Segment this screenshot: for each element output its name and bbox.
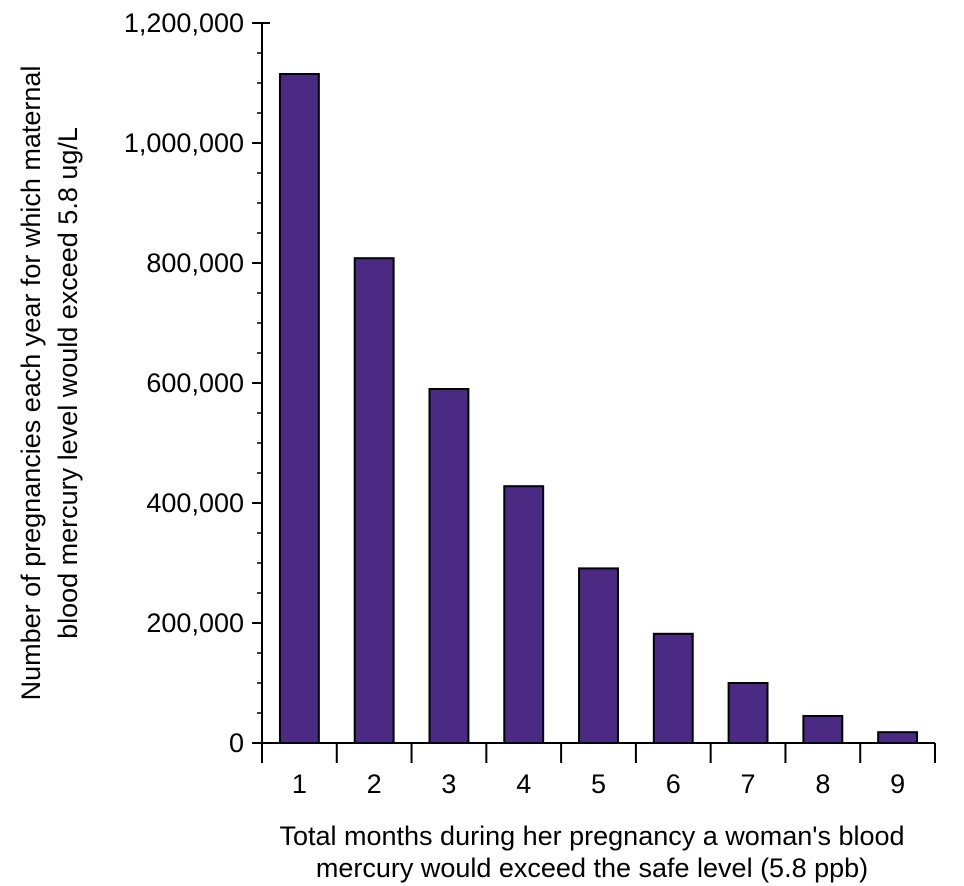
- bar: [503, 485, 545, 744]
- x-tick-label: 6: [666, 769, 681, 799]
- bar: [727, 682, 769, 744]
- bar: [278, 73, 320, 744]
- bars: [278, 73, 919, 745]
- y-tick-label: 1,000,000: [124, 128, 244, 158]
- bar: [428, 388, 470, 744]
- y-tick-label: 400,000: [146, 488, 244, 518]
- y-tick-label: 0: [229, 728, 244, 758]
- y-tick-label: 200,000: [146, 608, 244, 638]
- x-tick-label: 2: [367, 769, 382, 799]
- bar: [578, 567, 619, 745]
- x-axis-ticks: 1 2 3 4 5 6 7 8 9: [261, 743, 936, 799]
- x-tick-label: 9: [890, 769, 905, 799]
- y-axis-title-line-2: blood mercury level would exceed 5.8 ug/…: [53, 127, 83, 639]
- x-tick-label: 7: [741, 769, 756, 799]
- y-tick-label: 600,000: [146, 368, 244, 398]
- bar: [353, 257, 395, 744]
- y-axis-ticks: 0 200,000 400,000 600,000 800,000 1,000,000 1,…: [124, 8, 262, 758]
- x-tick-label: 5: [591, 769, 606, 799]
- y-axis-title-line-1: Number of pregnancies each year for whic…: [16, 66, 46, 701]
- x-tick-label: 3: [441, 769, 456, 799]
- y-tick-label: 1,200,000: [124, 8, 244, 38]
- y-tick-label: 800,000: [146, 248, 244, 278]
- x-axis-title-line-1: Total months during her pregnancy a woma…: [279, 821, 904, 851]
- x-axis-title-line-2: mercury would exceed the safe level (5.8…: [316, 853, 868, 883]
- bar: [877, 731, 919, 745]
- x-tick-label: 8: [815, 769, 830, 799]
- x-tick-label: 4: [516, 769, 531, 799]
- x-tick-label: 1: [292, 769, 307, 799]
- bar: [802, 715, 844, 744]
- bar: [652, 632, 694, 744]
